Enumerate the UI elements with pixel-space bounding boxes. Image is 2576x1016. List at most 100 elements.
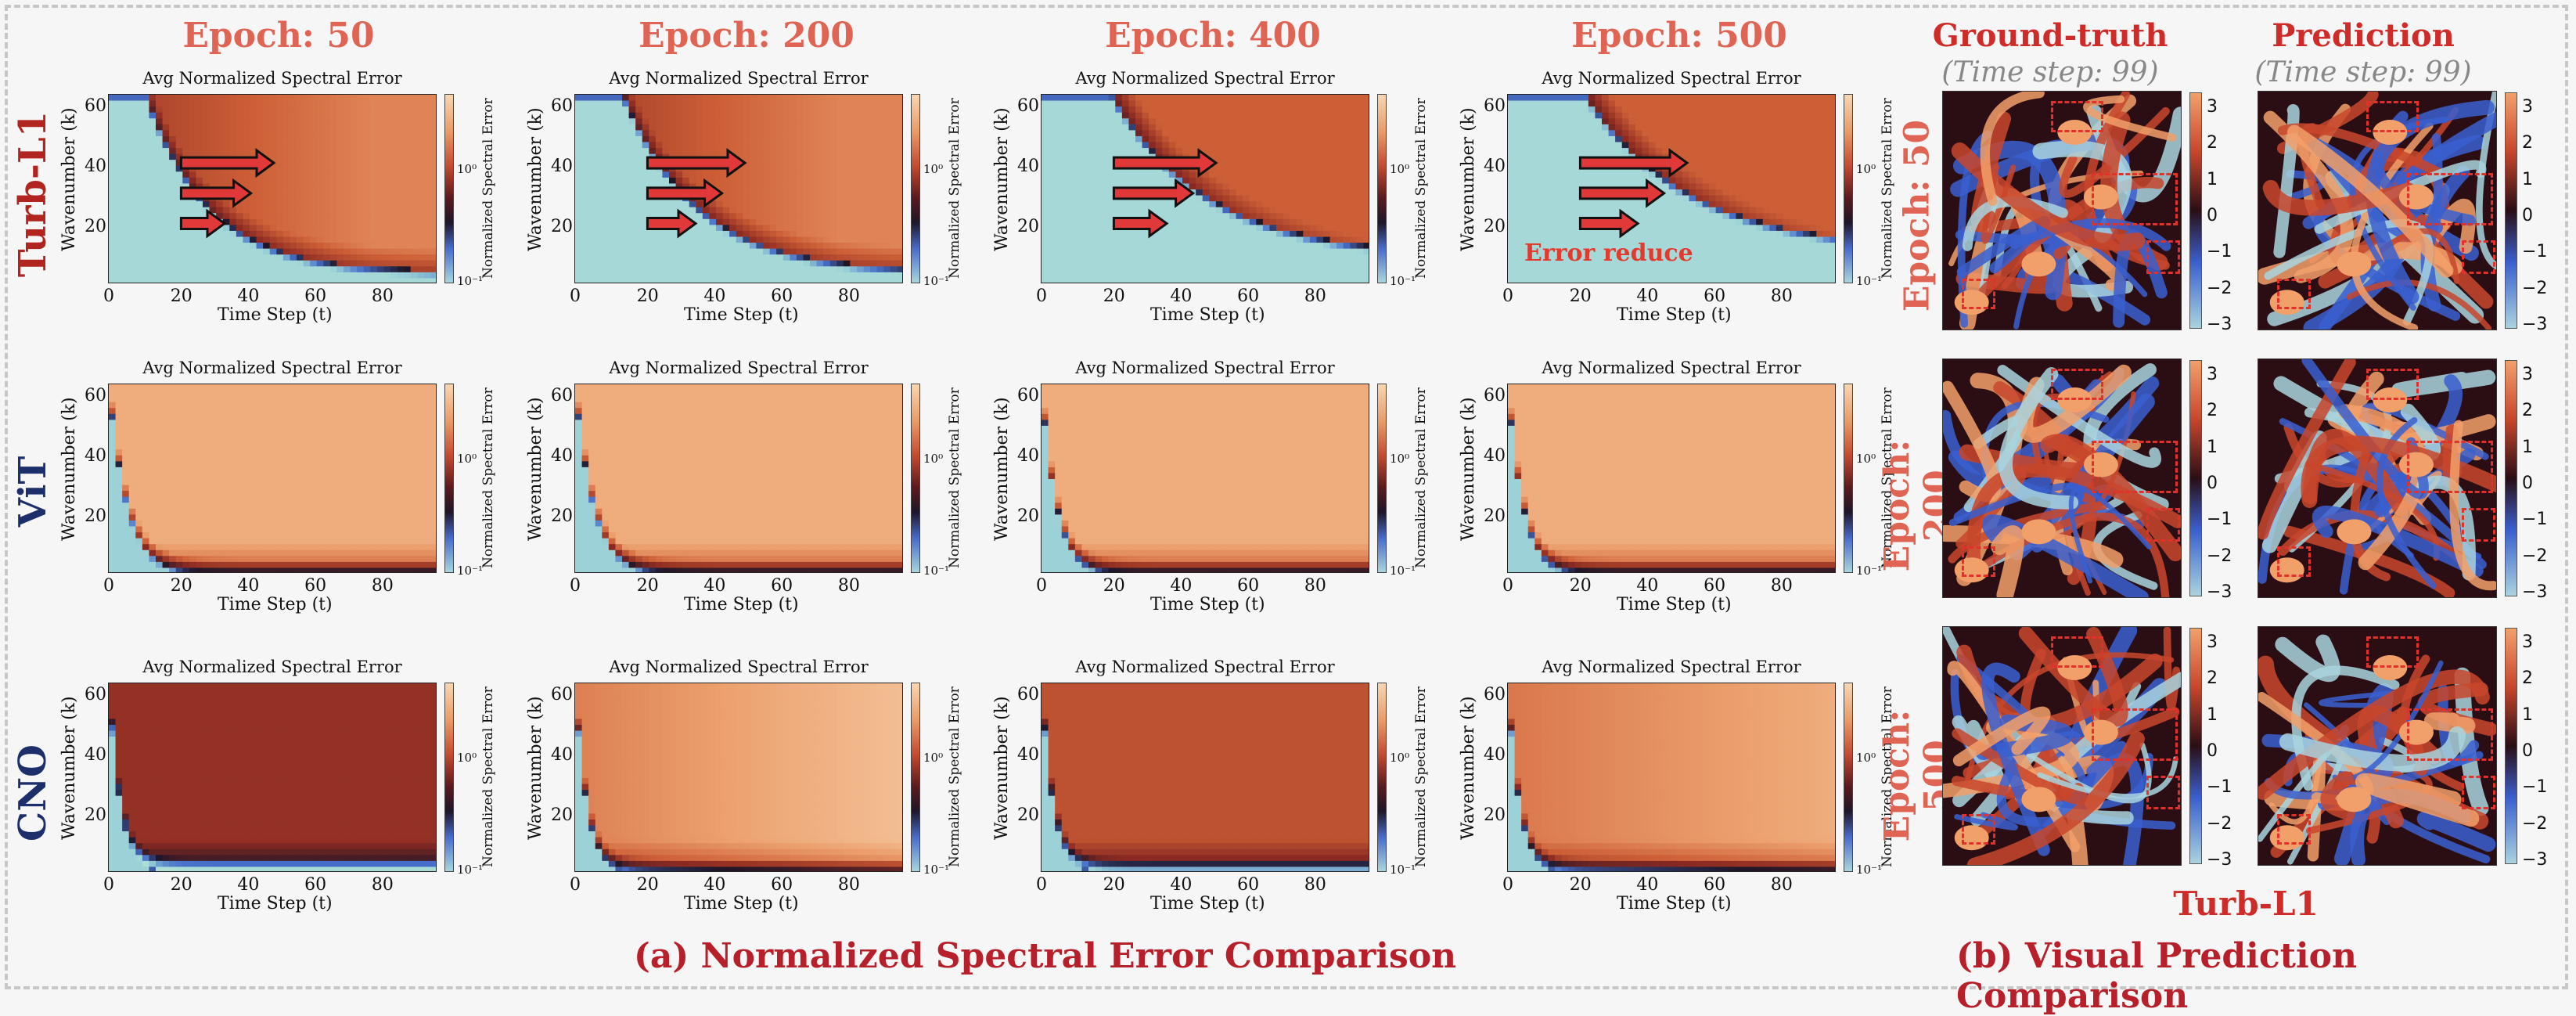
heat-cell — [1182, 106, 1189, 113]
heat-cell — [149, 160, 156, 166]
heat-cell — [783, 124, 790, 131]
heat-cell — [1256, 231, 1263, 237]
heat-cell — [1075, 225, 1082, 231]
heat-cell — [411, 171, 418, 178]
heat-cell — [1196, 243, 1203, 249]
heat-cell — [1203, 101, 1210, 107]
heat-cell — [776, 225, 783, 231]
heat-cell — [1344, 278, 1351, 283]
heat-cell — [756, 231, 763, 237]
heat-cell — [890, 243, 898, 249]
heat-cell — [377, 231, 384, 237]
heat-cell — [182, 136, 189, 142]
heat-cell — [676, 118, 683, 124]
heat-cell — [1297, 148, 1304, 154]
heat-cell — [1696, 113, 1703, 119]
heat-cell — [1290, 113, 1297, 119]
heat-cell — [424, 272, 431, 279]
heat-cell — [575, 130, 582, 136]
heat-cell — [156, 261, 163, 267]
heat-cell — [182, 249, 189, 255]
heat-cell — [1297, 118, 1304, 124]
heat-cell — [163, 189, 170, 196]
heat-cell — [602, 237, 609, 243]
heat-cell — [790, 136, 797, 142]
heat-cell — [857, 183, 864, 189]
heat-cell — [756, 178, 763, 184]
y-tick-label: 40 — [551, 157, 573, 176]
heat-cell — [1042, 231, 1049, 237]
heat-cell — [723, 118, 730, 124]
heat-cell — [229, 124, 236, 131]
heat-cell — [756, 148, 763, 154]
heat-cell — [424, 113, 431, 119]
heat-cell — [864, 196, 871, 202]
heat-cell — [1049, 142, 1056, 149]
heat-cell — [196, 130, 203, 136]
heat-cell — [210, 113, 217, 119]
heat-cell — [582, 201, 589, 207]
heat-cell — [622, 266, 629, 272]
heat-cell — [351, 166, 358, 172]
heat-cell — [398, 278, 405, 283]
heat-cell — [1055, 225, 1062, 231]
heat-cell — [703, 243, 710, 249]
heat-cell — [1142, 243, 1149, 249]
heat-cell — [877, 148, 884, 154]
heat-cell — [823, 154, 830, 160]
heat-cell — [1062, 160, 1069, 166]
heat-cell — [1682, 118, 1689, 124]
heat-cell — [1182, 261, 1189, 267]
heat-cell — [270, 118, 277, 124]
heat-cell — [1628, 95, 1635, 101]
heat-cell — [763, 95, 770, 101]
heat-cell — [283, 148, 290, 154]
heat-cell — [1088, 148, 1096, 154]
heat-cell — [357, 106, 364, 113]
heat-cell — [1156, 171, 1163, 178]
heat-cell — [1283, 101, 1290, 107]
heat-cell — [370, 219, 377, 225]
heat-cell — [1142, 171, 1149, 178]
heat-cell — [877, 249, 884, 255]
heat-cell — [1297, 183, 1304, 189]
heat-cell — [1142, 95, 1149, 101]
heat-cell — [135, 171, 142, 178]
heat-cell — [783, 113, 790, 119]
heat-cell — [404, 118, 411, 124]
heat-cell — [1363, 254, 1369, 261]
heat-cell — [877, 207, 884, 214]
heat-cell — [790, 148, 797, 154]
heat-cell — [1122, 142, 1129, 149]
heat-cell — [709, 101, 716, 107]
heat-cell — [1068, 219, 1075, 225]
heat-cell — [1350, 160, 1357, 166]
heat-cell — [864, 101, 871, 107]
heat-cell — [642, 231, 649, 237]
heat-cell — [1109, 130, 1116, 136]
heat-cell — [149, 118, 156, 124]
heat-cell — [390, 219, 398, 225]
heat-cell — [1243, 95, 1250, 101]
heat-cell — [703, 213, 710, 219]
heat-cell — [703, 171, 710, 178]
heat-cell — [1269, 231, 1276, 237]
heat-cell — [1297, 171, 1304, 178]
heat-cell — [716, 101, 723, 107]
heat-cell — [642, 124, 649, 131]
heat-cell — [817, 243, 824, 249]
heat-cell — [182, 254, 189, 261]
heat-cell — [142, 171, 149, 178]
heat-cell — [790, 95, 797, 101]
y-tick-label: 20 — [85, 217, 106, 236]
heat-cell — [1263, 207, 1270, 214]
heat-cell — [1337, 106, 1344, 113]
heat-cell — [1236, 278, 1243, 283]
heat-cell — [398, 219, 405, 225]
heat-cell — [877, 261, 884, 267]
heat-cell — [1102, 189, 1109, 196]
heat-cell — [649, 124, 656, 131]
heat-cell — [1790, 106, 1797, 113]
heat-cell — [129, 237, 136, 243]
heat-cell — [257, 249, 264, 255]
